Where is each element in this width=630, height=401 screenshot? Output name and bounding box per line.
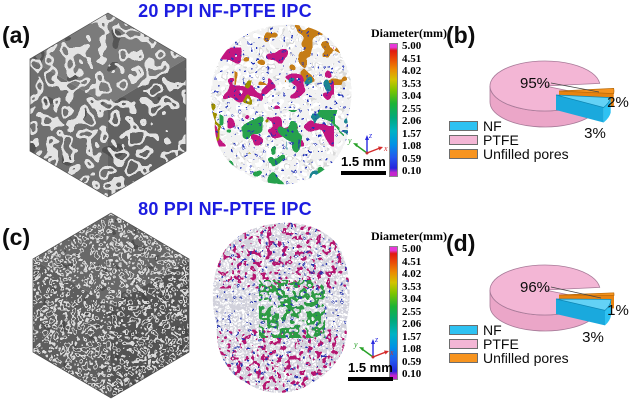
colorbar-tick: 4.02 xyxy=(402,268,422,280)
legend-label-unfilled: Unfilled pores xyxy=(483,145,569,162)
colorbar-tick: 4.51 xyxy=(402,255,422,268)
pie-legend-bottom: NF PTFE Unfilled pores xyxy=(449,321,569,366)
colorbar-gradient xyxy=(389,43,398,177)
scale-bar-label: 1.5 mm xyxy=(341,154,386,169)
colorbar-tick: 0.10 xyxy=(402,368,422,380)
legend-item-ptfe: PTFE xyxy=(449,131,569,148)
colorbar-tick: 4.02 xyxy=(402,65,422,77)
colorbar-ticks: 5.00 4.51 4.02 3.53 3.04 2.55 2.06 1.57 … xyxy=(402,41,421,177)
pie-slice-nf-rim xyxy=(605,299,611,326)
colorbar-tick: 1.08 xyxy=(402,140,422,152)
colorbar-tick: 3.04 xyxy=(402,90,422,102)
colorbar-title: Diameter(mm) xyxy=(371,26,447,40)
section-title-20ppi: 20 PPI NF-PTFE IPC xyxy=(138,1,312,21)
ct-cube-80ppi-image xyxy=(32,212,190,399)
pore-reconstruction-80ppi-image xyxy=(212,222,350,393)
pie-label-nf-pct: 3% xyxy=(582,329,604,346)
ct-cube-20ppi-image xyxy=(29,12,187,198)
panel-label-c: (c) xyxy=(2,224,31,250)
legend-label-nf: NF xyxy=(483,117,502,134)
panel-label-a: (a) xyxy=(2,22,31,48)
axis-z-label: z xyxy=(368,131,373,140)
axis-z-label: z xyxy=(374,335,379,344)
legend-swatch-nf xyxy=(449,324,478,335)
pie-label-unfilled-pct: 1% xyxy=(607,302,629,319)
colorbar-tick: 2.55 xyxy=(402,305,422,318)
pie-slice-nf-rim xyxy=(603,97,611,123)
colorbar-tick: 1.08 xyxy=(402,343,422,355)
colorbar-tick: 1.57 xyxy=(402,330,422,343)
colorbar-tick: 4.51 xyxy=(402,52,422,65)
colorbar-gradient xyxy=(389,246,398,380)
colorbar-tick: 3.04 xyxy=(402,293,422,305)
legend-item-nf: NF xyxy=(449,117,569,134)
legend-swatch-nf xyxy=(449,120,478,131)
colorbar-tick: 5.00 xyxy=(402,40,422,52)
pie-chart-20ppi-graphic xyxy=(489,60,615,128)
colorbar-tick: 5.00 xyxy=(402,243,422,255)
scale-bar-line xyxy=(348,377,393,381)
pie-label-nf-pct: 3% xyxy=(584,125,606,142)
colorbar-tick: 1.57 xyxy=(402,127,422,140)
pore-reconstruction-20ppi-image xyxy=(210,24,352,185)
scale-bar-label: 1.5 mm xyxy=(348,360,393,375)
axis-x-label: x xyxy=(389,348,394,357)
axis-x-label: x xyxy=(383,144,388,153)
pie-slice-unfilled xyxy=(558,88,615,94)
pie-legend-top: NF PTFE Unfilled pores xyxy=(449,117,569,162)
legend-label-ptfe: PTFE xyxy=(483,335,519,352)
pie-label-ptfe-pct: 95% xyxy=(519,75,551,92)
pie-leader-line xyxy=(550,82,600,93)
scale-bar-top: 1.5 mm xyxy=(341,154,386,175)
legend-label-unfilled: Unfilled pores xyxy=(483,349,569,366)
axes-triad-icon: z x y xyxy=(353,335,394,359)
pie-chart-80ppi-graphic xyxy=(489,264,615,332)
colorbar-ticks: 5.00 4.51 4.02 3.53 3.04 2.55 2.06 1.57 … xyxy=(402,244,421,380)
colorbar-tick: 2.06 xyxy=(402,318,422,330)
section-title-80ppi: 80 PPI NF-PTFE IPC xyxy=(138,199,312,219)
scale-bar-line xyxy=(341,171,386,175)
pie-slice-nf-cut xyxy=(556,95,604,123)
axis-y-label: y xyxy=(353,340,358,349)
colorbar-tick: 0.59 xyxy=(402,355,422,368)
pie-leader-line xyxy=(550,286,602,299)
pie-label-ptfe-pct: 96% xyxy=(519,279,551,296)
pie-slice-nf xyxy=(555,298,612,311)
legend-swatch-ptfe xyxy=(449,338,478,349)
colorbar-tick: 2.06 xyxy=(402,115,422,127)
legend-swatch-ptfe xyxy=(449,134,478,145)
legend-item-unfilled: Unfilled pores xyxy=(449,349,569,366)
panel-label-b: (b) xyxy=(446,22,476,48)
axes-triad-icon: z x y xyxy=(347,131,388,155)
pie-slice-nf-cut xyxy=(556,299,605,326)
pie-chart-80ppi: 96% 1% 3% xyxy=(478,252,630,346)
legend-swatch-unfilled xyxy=(449,148,478,159)
colorbar-tick: 3.53 xyxy=(402,280,422,293)
colorbar-tick: 2.55 xyxy=(402,102,422,115)
colorbar-tick: 0.59 xyxy=(402,152,422,165)
legend-item-nf: NF xyxy=(449,321,569,338)
colorbar-tick: 3.53 xyxy=(402,77,422,90)
legend-label-ptfe: PTFE xyxy=(483,131,519,148)
panel-label-d: (d) xyxy=(446,230,476,256)
colorbar-tick: 0.10 xyxy=(402,165,422,177)
pie-chart-20ppi: 95% 2% 3% xyxy=(478,48,630,142)
legend-item-unfilled: Unfilled pores xyxy=(449,145,569,162)
legend-item-ptfe: PTFE xyxy=(449,335,569,352)
colorbar-title: Diameter(mm) xyxy=(371,229,447,243)
pie-slice-nf xyxy=(555,94,612,108)
legend-label-nf: NF xyxy=(483,321,502,338)
scale-bar-bottom: 1.5 mm xyxy=(348,360,393,381)
legend-swatch-unfilled xyxy=(449,352,478,363)
pie-slice-unfilled xyxy=(558,292,615,296)
pie-label-unfilled-pct: 2% xyxy=(607,94,629,111)
axis-y-label: y xyxy=(347,136,352,145)
colorbar-top: Diameter(mm) 5.00 4.51 4.02 3.53 3.04 2.… xyxy=(371,26,447,177)
colorbar-bottom: Diameter(mm) 5.00 4.51 4.02 3.53 3.04 2.… xyxy=(371,229,447,380)
